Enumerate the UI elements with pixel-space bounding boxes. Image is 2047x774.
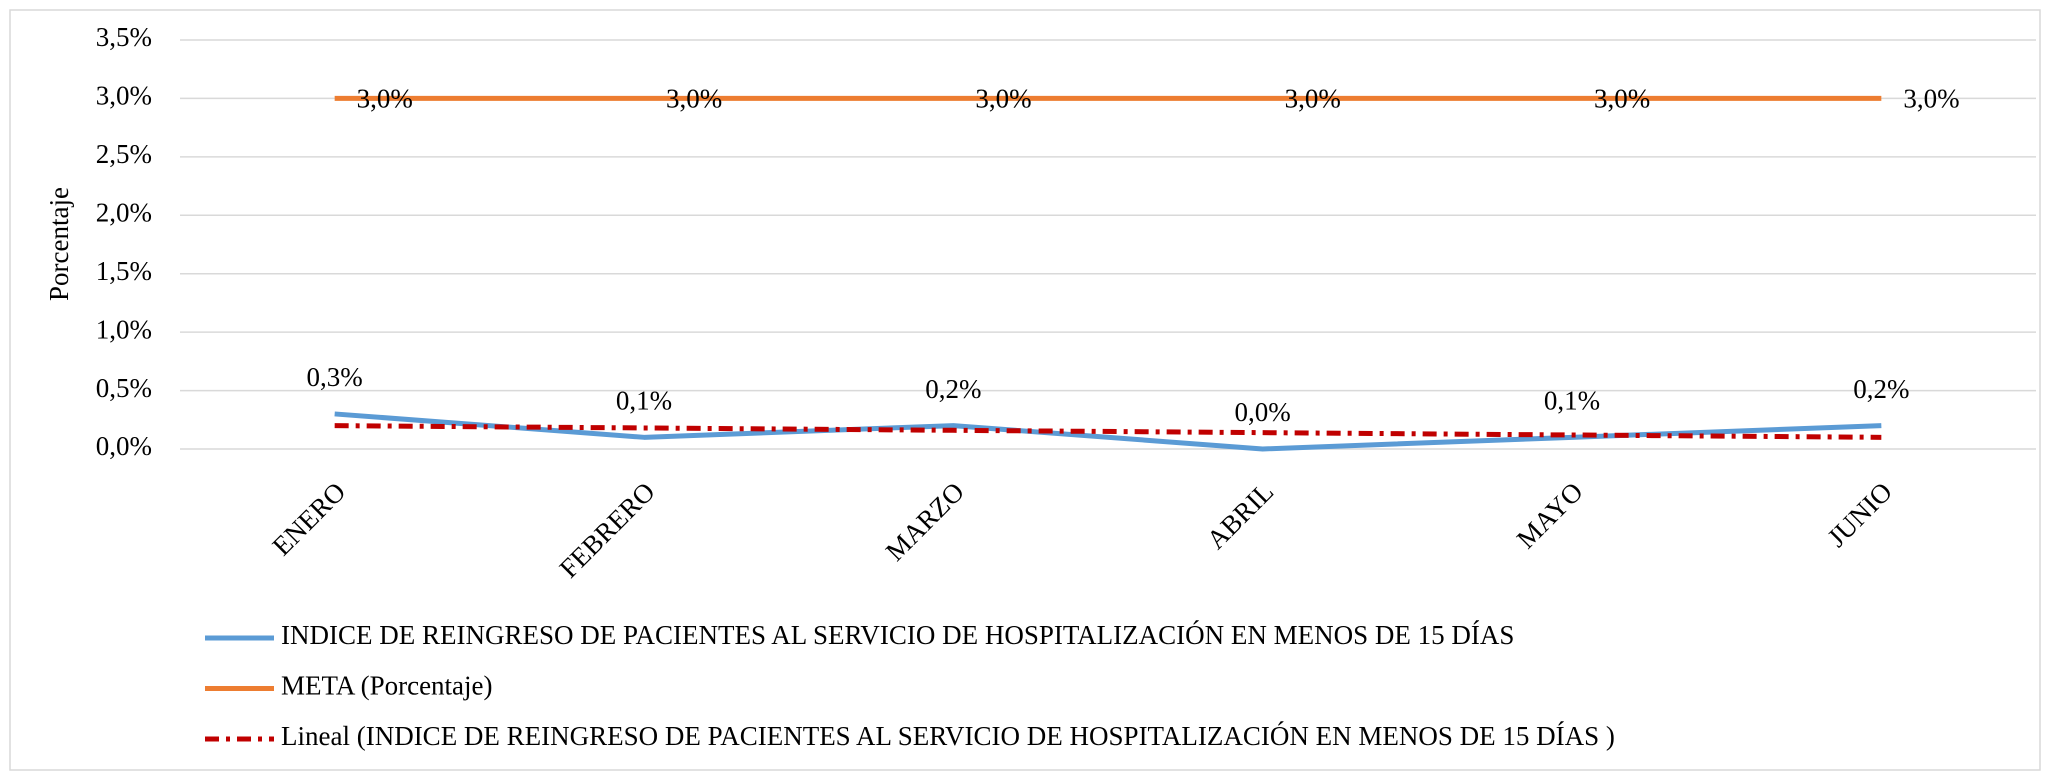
y-tick-label: 0,0%: [96, 431, 152, 461]
legend-label: INDICE DE REINGRESO DE PACIENTES AL SERV…: [281, 620, 1514, 650]
y-axis-title: Porcentaje: [44, 187, 74, 301]
data-label: 0,1%: [1544, 386, 1600, 416]
data-label: 0,2%: [925, 374, 981, 404]
y-tick-label: 0,5%: [96, 373, 152, 403]
data-label: 3,0%: [1903, 84, 1959, 114]
data-label: 3,0%: [1285, 84, 1341, 114]
y-tick-label: 1,0%: [96, 314, 152, 344]
data-label: 3,0%: [666, 84, 722, 114]
data-label: 0,0%: [1235, 397, 1291, 427]
y-tick-label: 2,5%: [96, 139, 152, 169]
data-label: 3,0%: [975, 84, 1031, 114]
y-tick-label: 3,5%: [96, 22, 152, 52]
data-label: 3,0%: [357, 84, 413, 114]
data-label: 3,0%: [1594, 84, 1650, 114]
series-line: [334, 423, 1882, 440]
data-label: 0,3%: [307, 362, 363, 392]
data-label: 0,2%: [1853, 374, 1909, 404]
legend-label: Lineal (INDICE DE REINGRESO DE PACIENTES…: [281, 721, 1615, 751]
legend-label: META (Porcentaje): [281, 671, 493, 701]
data-label: 0,1%: [616, 386, 672, 416]
y-tick-label: 1,5%: [96, 256, 152, 286]
y-tick-label: 3,0%: [96, 81, 152, 111]
y-tick-label: 2,0%: [96, 197, 152, 227]
